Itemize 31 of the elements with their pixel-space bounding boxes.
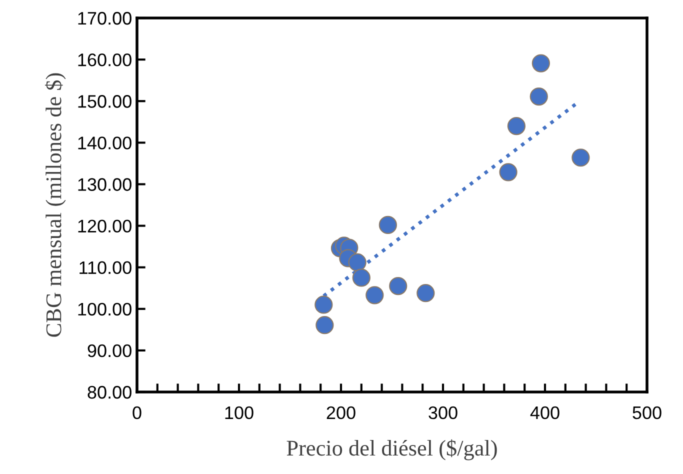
- x-tick-label: 500: [632, 406, 662, 420]
- point: [499, 163, 518, 182]
- point: [316, 316, 334, 334]
- x-tick-label: 200: [326, 406, 356, 420]
- x-tick-label: 300: [428, 406, 458, 420]
- point: [352, 268, 370, 287]
- point: [416, 284, 435, 302]
- point: [366, 286, 384, 304]
- point: [572, 148, 590, 167]
- point: [530, 87, 548, 106]
- point: [507, 116, 526, 136]
- y-tick-label: 110.00: [80, 261, 132, 274]
- point: [389, 276, 408, 296]
- y-tick-label: 130.00: [78, 178, 132, 191]
- x-tick-label: 100: [225, 406, 254, 420]
- y-tick-label: 120.00: [78, 220, 132, 232]
- y-tick-label: 100.00: [78, 302, 132, 316]
- point: [314, 296, 333, 314]
- x-axis-title: Precio del diésel ($/gal): [286, 439, 497, 460]
- x-tick-label: 0: [132, 406, 142, 420]
- point: [378, 216, 397, 234]
- y-axis-title: CBG mensual (millones de $): [44, 73, 66, 337]
- x-tick-label: 400: [530, 406, 560, 420]
- point: [348, 253, 366, 272]
- y-tick-label: 80.00: [88, 386, 132, 399]
- y-tick-label: 150.00: [78, 95, 132, 108]
- y-tick-label: 140.00: [78, 136, 132, 150]
- y-tick-label: 90.00: [88, 344, 132, 358]
- y-tick-label: 160.00: [78, 53, 132, 66]
- y-tick-label: 170.00: [78, 12, 132, 25]
- point: [532, 54, 550, 72]
